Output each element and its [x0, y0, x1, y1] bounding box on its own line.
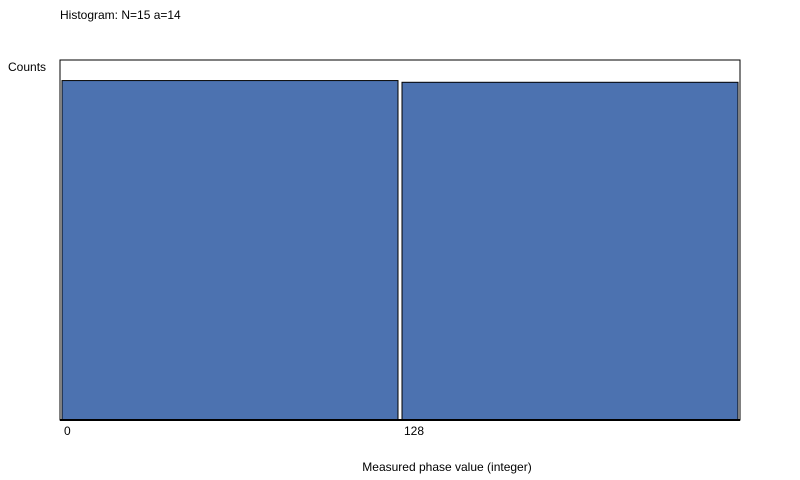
- histogram-bar-0: [61, 80, 399, 421]
- y-axis-label: Counts: [8, 60, 46, 74]
- x-tick-label-0: 0: [64, 424, 71, 438]
- bars-group: [60, 80, 740, 421]
- chart-title: Histogram: N=15 a=14: [60, 8, 181, 22]
- histogram-bar-128: [401, 81, 739, 421]
- x-tick-labels: 0 128: [64, 424, 424, 438]
- x-axis-label: Measured phase value (integer): [362, 460, 531, 474]
- x-tick-label-128: 128: [404, 424, 424, 438]
